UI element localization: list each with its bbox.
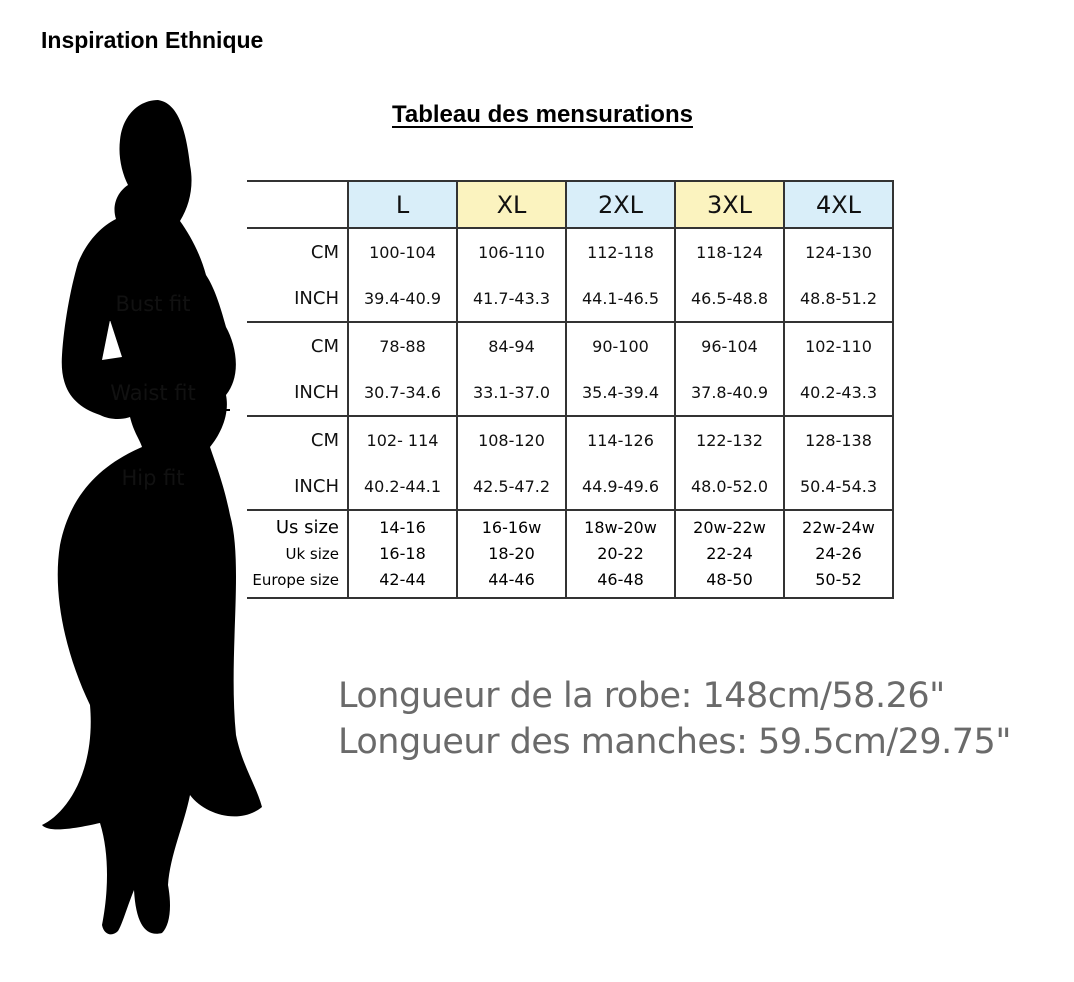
size-conversion-cell: 20w-22w 22-24 48-50 bbox=[674, 510, 785, 599]
size-conversion-cell: 16-16w 18-20 44-46 bbox=[456, 510, 567, 599]
size-conversion-cell: 14-16 16-18 42-44 bbox=[347, 510, 458, 599]
table-cell: 100-104 bbox=[347, 228, 458, 275]
table-cell: 108-120 bbox=[456, 416, 567, 463]
table-cell: 44.9-49.6 bbox=[565, 463, 676, 511]
uk-size-value: 22-24 bbox=[706, 544, 753, 563]
table-cell: 35.4-39.4 bbox=[565, 369, 676, 417]
us-size-value: 18w-20w bbox=[584, 518, 657, 537]
europe-size-value: 44-46 bbox=[488, 570, 535, 589]
us-size-value: 14-16 bbox=[379, 518, 426, 537]
uk-size-value: 16-18 bbox=[379, 544, 426, 563]
table-cell: 48.8-51.2 bbox=[783, 275, 894, 323]
size-header-3xl: 3XL bbox=[674, 180, 785, 229]
table-cell: 40.2-43.3 bbox=[783, 369, 894, 417]
table-cell: 48.0-52.0 bbox=[674, 463, 785, 511]
table-cell: 124-130 bbox=[783, 228, 894, 275]
sleeve-length-text: Longueur des manches: 59.5cm/29.75" bbox=[338, 722, 1011, 762]
table-cell: 41.7-43.3 bbox=[456, 275, 567, 323]
unit-label-inch: INCH bbox=[247, 369, 349, 417]
uk-size-value: 18-20 bbox=[488, 544, 535, 563]
hip-inch-row: INCH 40.2-44.1 42.5-47.2 44.9-49.6 48.0-… bbox=[247, 463, 894, 511]
europe-size-value: 50-52 bbox=[815, 570, 862, 589]
size-header-4xl: 4XL bbox=[783, 180, 894, 229]
europe-size-value: 46-48 bbox=[597, 570, 644, 589]
table-cell: 33.1-37.0 bbox=[456, 369, 567, 417]
size-system-labels: Us size Uk size Europe size bbox=[247, 510, 349, 599]
size-chart-table: L XL 2XL 3XL 4XL CM 100-104 106-110 112-… bbox=[247, 180, 894, 599]
table-cell: 106-110 bbox=[456, 228, 567, 275]
table-cell: 122-132 bbox=[674, 416, 785, 463]
unit-label-cm: CM bbox=[247, 416, 349, 463]
europe-size-value: 42-44 bbox=[379, 570, 426, 589]
table-cell: 112-118 bbox=[565, 228, 676, 275]
table-cell: 102-110 bbox=[783, 322, 894, 369]
table-cell: 114-126 bbox=[565, 416, 676, 463]
table-cell: 39.4-40.9 bbox=[347, 275, 458, 323]
woman-silhouette-icon bbox=[42, 100, 262, 935]
table-cell: 44.1-46.5 bbox=[565, 275, 676, 323]
dress-length-text: Longueur de la robe: 148cm/58.26" bbox=[338, 676, 945, 716]
us-size-label: Us size bbox=[275, 517, 339, 538]
europe-size-value: 48-50 bbox=[706, 570, 753, 589]
table-cell: 42.5-47.2 bbox=[456, 463, 567, 511]
table-cell: 90-100 bbox=[565, 322, 676, 369]
size-header-2xl: 2XL bbox=[565, 180, 676, 229]
table-cell: 96-104 bbox=[674, 322, 785, 369]
uk-size-label: Uk size bbox=[285, 545, 339, 563]
table-cell: 30.7-34.6 bbox=[347, 369, 458, 417]
table-cell: 128-138 bbox=[783, 416, 894, 463]
size-header-row: L XL 2XL 3XL 4XL bbox=[247, 180, 894, 229]
bust-fit-label: Bust fit bbox=[115, 292, 191, 316]
header-blank-cell bbox=[247, 180, 348, 229]
unit-label-inch: INCH bbox=[247, 463, 349, 511]
us-size-value: 22w-24w bbox=[802, 518, 875, 537]
us-size-value: 16-16w bbox=[481, 518, 542, 537]
size-conversion-cell: 22w-24w 24-26 50-52 bbox=[783, 510, 894, 599]
waist-cm-row: CM 78-88 84-94 90-100 96-104 102-110 bbox=[247, 322, 894, 369]
uk-size-value: 20-22 bbox=[597, 544, 644, 563]
waist-inch-row: INCH 30.7-34.6 33.1-37.0 35.4-39.4 37.8-… bbox=[247, 369, 894, 417]
us-size-value: 20w-22w bbox=[693, 518, 766, 537]
table-cell: 84-94 bbox=[456, 322, 567, 369]
waist-fit-line bbox=[100, 409, 230, 411]
hip-cm-row: CM 102- 114 108-120 114-126 122-132 128-… bbox=[247, 416, 894, 463]
europe-size-label: Europe size bbox=[252, 571, 339, 589]
size-conversion-cell: 18w-20w 20-22 46-48 bbox=[565, 510, 676, 599]
size-conversion-row: Us size Uk size Europe size 14-16 16-18 … bbox=[247, 510, 894, 599]
table-cell: 118-124 bbox=[674, 228, 785, 275]
table-cell: 102- 114 bbox=[347, 416, 458, 463]
hip-fit-label: Hip fit bbox=[121, 466, 185, 490]
table-cell: 78-88 bbox=[347, 322, 458, 369]
table-cell: 46.5-48.8 bbox=[674, 275, 785, 323]
hip-fit-line bbox=[102, 494, 214, 496]
waist-fit-label: Waist fit bbox=[110, 381, 196, 405]
chart-title: Tableau des mensurations bbox=[392, 101, 693, 128]
bust-inch-row: INCH 39.4-40.9 41.7-43.3 44.1-46.5 46.5-… bbox=[247, 275, 894, 323]
size-header-l: L bbox=[347, 180, 458, 229]
unit-label-cm: CM bbox=[247, 322, 349, 369]
unit-label-inch: INCH bbox=[247, 275, 349, 323]
table-cell: 40.2-44.1 bbox=[347, 463, 458, 511]
table-cell: 50.4-54.3 bbox=[783, 463, 894, 511]
bust-fit-line bbox=[102, 319, 214, 321]
bust-cm-row: CM 100-104 106-110 112-118 118-124 124-1… bbox=[247, 228, 894, 275]
unit-label-cm: CM bbox=[247, 228, 349, 275]
table-cell: 37.8-40.9 bbox=[674, 369, 785, 417]
size-header-xl: XL bbox=[456, 180, 567, 229]
uk-size-value: 24-26 bbox=[815, 544, 862, 563]
brand-name: Inspiration Ethnique bbox=[41, 27, 264, 53]
